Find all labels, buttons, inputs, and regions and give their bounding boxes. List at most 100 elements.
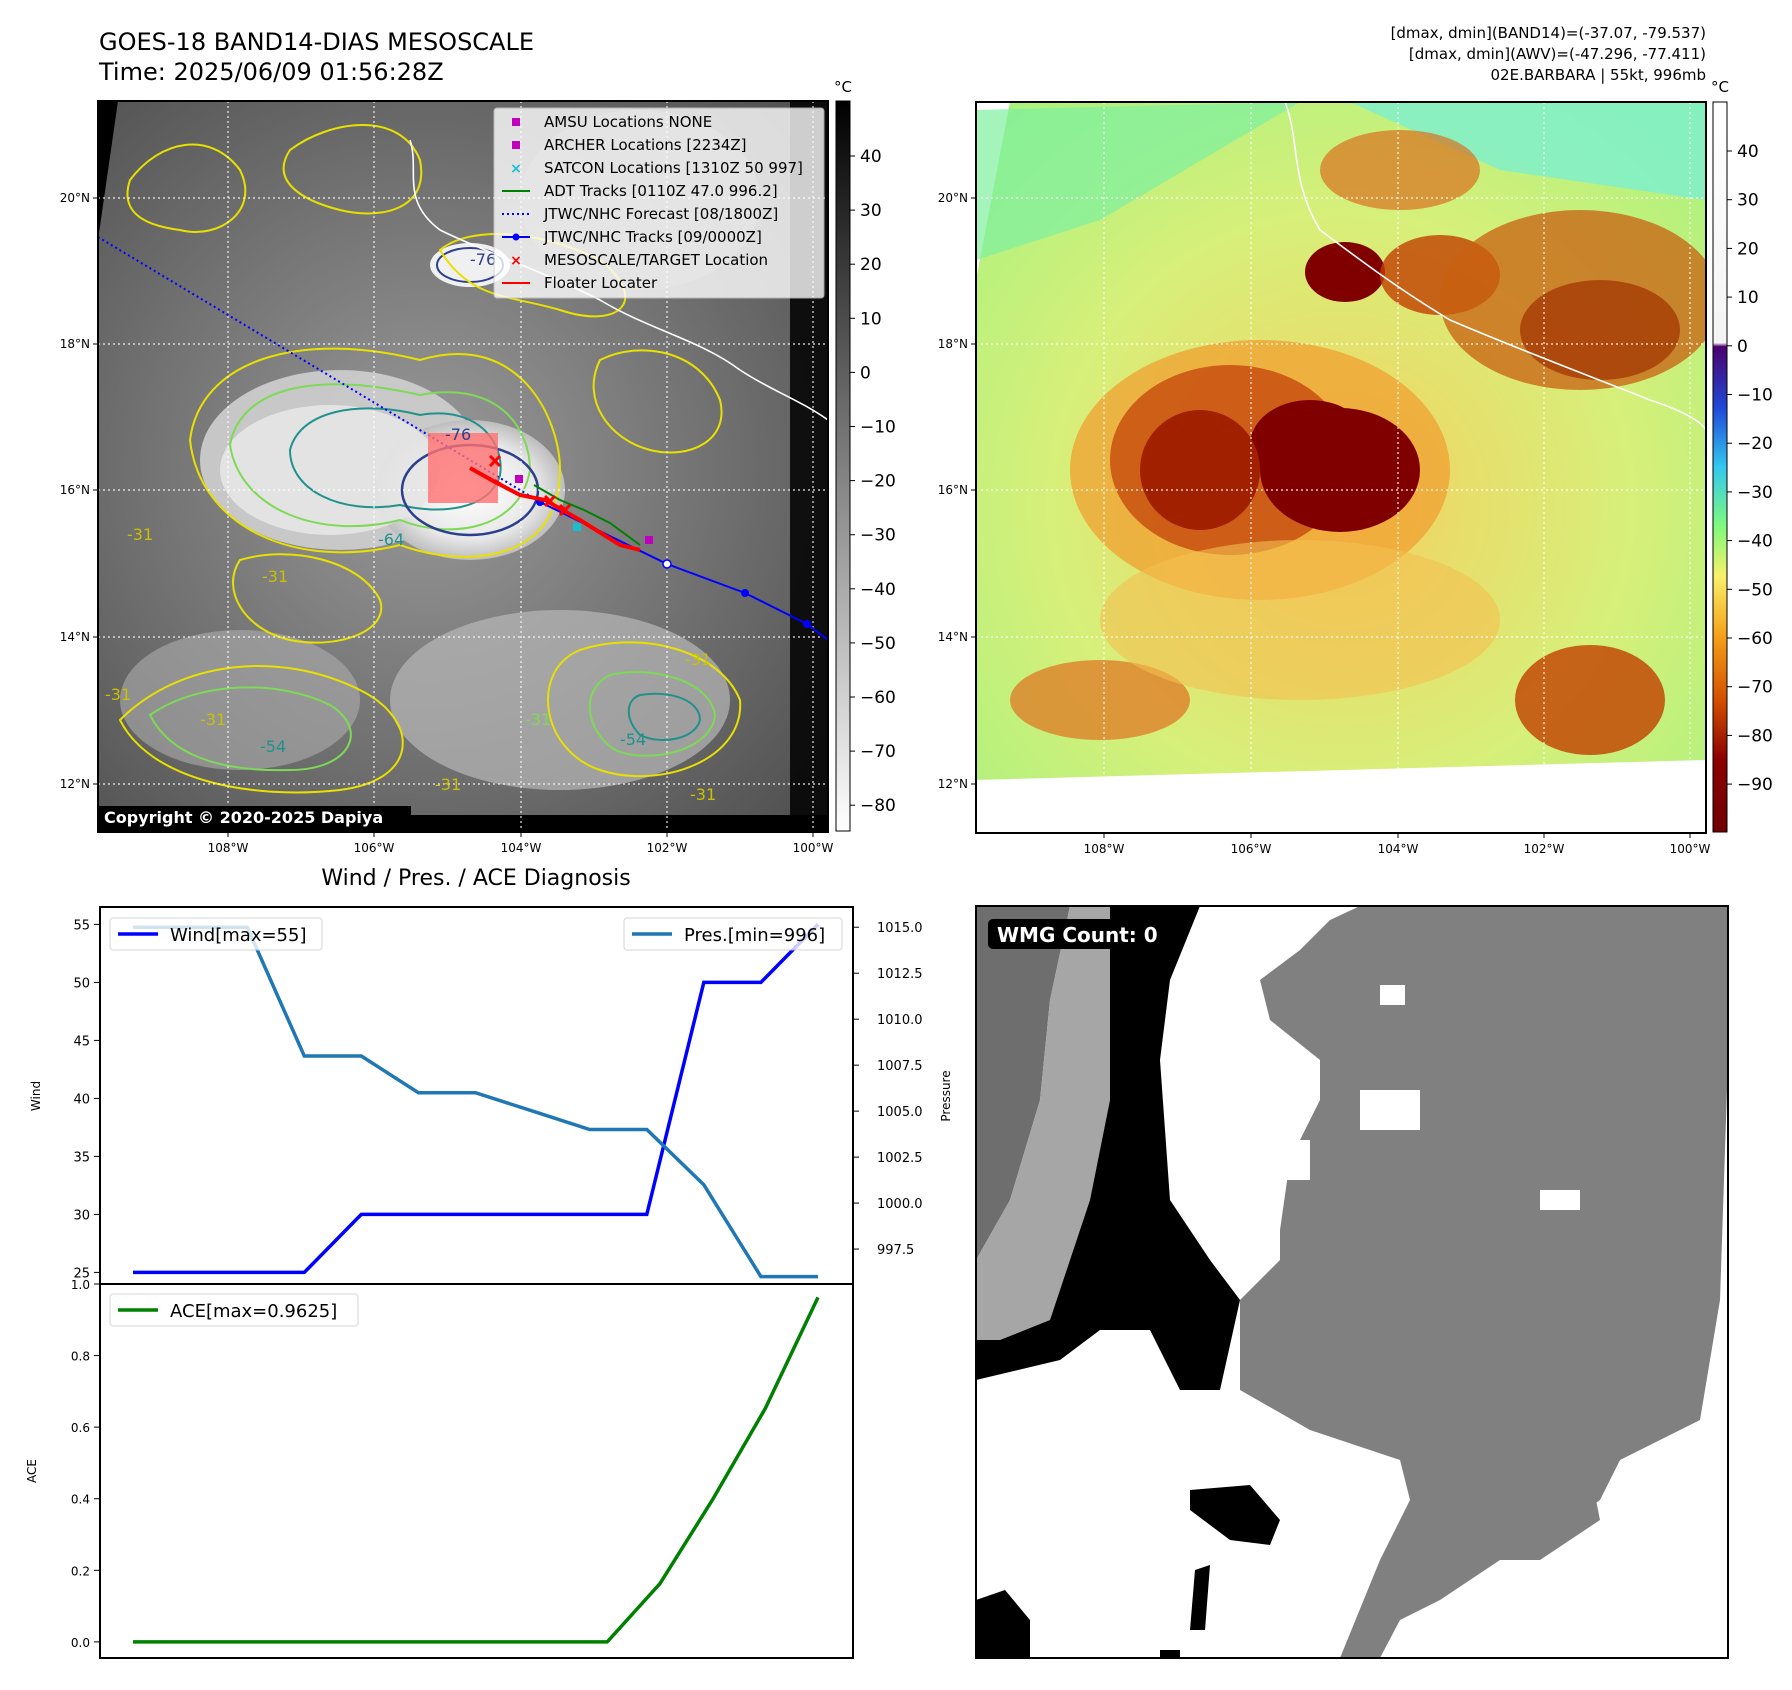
pressure-ytick-label: 1002.5: [877, 1151, 923, 1166]
svg-text:-64: -64: [378, 530, 404, 549]
legend-label: AMSU Locations NONE: [544, 113, 712, 131]
wind-ytick-label: 50: [73, 976, 90, 991]
awv-colorbar-tick-label: −10: [1737, 386, 1773, 406]
ir-colorbar-ticks: 40 30 20 10 0 −10 −20 −30 −40 −50 −60 −70 −80: [850, 147, 896, 816]
legend-label: ARCHER Locations [2234Z]: [544, 136, 747, 154]
floater-box: [428, 433, 498, 503]
legend-marker-x: ×: [510, 253, 522, 269]
figure-time: Time: 2025/06/09 01:56:28Z: [98, 58, 444, 86]
storm-info: 02E.BARBARA | 55kt, 996mb: [1491, 66, 1706, 84]
awv-colorbar-tick-label: −60: [1737, 629, 1773, 649]
legend-label: JTWC/NHC Forecast [08/1800Z]: [543, 205, 778, 223]
pressure-ytick-label: 1010.0: [877, 1013, 923, 1028]
ir-lon-label: 104°W: [501, 841, 542, 855]
ace-ytick-label: 0.0: [71, 1636, 90, 1650]
legend-label: Floater Locater: [544, 274, 658, 292]
wind-chart-frame: [99, 906, 854, 1285]
pressure-ytick-label: 1015.0: [877, 921, 923, 936]
svg-text:-31: -31: [435, 775, 461, 794]
ir-lat-label: 14°N: [60, 630, 90, 644]
legend-marker-square: [512, 118, 520, 126]
wmg-map: [976, 906, 1728, 1658]
awv-colorbar-ticks: 40 30 20 10 0 −10 −20 −30 −40 −50 −60 −70 −80 −90: [1727, 142, 1773, 795]
pressure-ylabel: Pressure: [939, 1070, 953, 1121]
awv-colorbar-tick-label: −30: [1737, 483, 1773, 503]
ir-lon-label: 102°W: [647, 841, 688, 855]
awv-colorbar-tick-label: −50: [1737, 580, 1773, 600]
ace-legend-label: ACE[max=0.9625]: [170, 1301, 337, 1322]
awv-colorbar-unit: °C: [1711, 78, 1729, 96]
awv-colorbar-tick-label: 40: [1737, 142, 1759, 162]
svg-text:-54: -54: [260, 737, 286, 756]
wind-pressure-chart: Wind Pressure 25 30 35 40 45 50 55 997.5 1000.0…: [29, 906, 953, 1285]
legend-item-3: ADT Tracks [0110Z 47.0 996.2]: [502, 182, 778, 200]
wind-ylabel: Wind: [29, 1081, 43, 1111]
satcon-markers: [573, 523, 581, 531]
pressure-ytick-label: 1007.5: [877, 1059, 923, 1074]
legend-item-7: Floater Locater: [502, 274, 658, 292]
copyright-box: [99, 806, 411, 828]
ace-yticks: 0.0 0.2 0.4 0.6 0.8 1.0: [71, 1278, 100, 1650]
ir-lon-labels: 108°W 106°W 104°W 102°W 100°W: [208, 832, 834, 855]
ir-colorbar-tick-label: −10: [860, 418, 896, 438]
awv-colorbar-tick-label: 30: [1737, 191, 1759, 211]
svg-text:-76: -76: [445, 425, 471, 444]
pressure-ytick-label: 1012.5: [877, 967, 923, 982]
legend-item-5: JTWC/NHC Tracks [09/0000Z]: [502, 228, 762, 246]
svg-text:-31: -31: [525, 710, 551, 729]
awv-map: [976, 102, 1706, 833]
legend-item-4: JTWC/NHC Forecast [08/1800Z]: [502, 205, 778, 223]
pressure-yticks: 997.5 1000.0 1002.5 1005.0 1007.5 1010.0 1012.…: [853, 921, 923, 1258]
ir-colorbar-tick-label: −60: [860, 688, 896, 708]
copyright-text: Copyright © 2020-2025 Dapiya: [104, 808, 383, 827]
ace-ytick-label: 1.0: [71, 1278, 90, 1292]
svg-text:-31: -31: [200, 710, 226, 729]
awv-lat-label: 20°N: [938, 191, 968, 205]
legend-marker-dot: [512, 233, 520, 241]
ir-lat-label: 16°N: [60, 483, 90, 497]
ace-ytick-label: 0.8: [71, 1350, 90, 1364]
awv-colorbar-tick-label: 20: [1737, 239, 1759, 259]
ir-colorbar-tick-label: 40: [860, 147, 882, 167]
ir-legend: AMSU Locations NONE ARCHER Locations [223…: [493, 107, 825, 299]
legend-label: JTWC/NHC Tracks [09/0000Z]: [543, 228, 762, 246]
ir-colorbar-tick-label: −20: [860, 472, 896, 492]
ace-legend: ACE[max=0.9625]: [109, 1293, 359, 1327]
legend-label: SATCON Locations [1310Z 50 997]: [544, 159, 803, 177]
awv-colorbar: [1712, 101, 1728, 833]
awv-lon-label: 106°W: [1231, 842, 1272, 856]
diag-title: Wind / Pres. / ACE Diagnosis: [321, 866, 630, 891]
legend-marker-square: [512, 141, 520, 149]
ir-frame: [97, 100, 829, 833]
ir-colorbar-tick-label: −40: [860, 580, 896, 600]
ir-colorbar-tick-label: 30: [860, 201, 882, 221]
wind-series-line: [133, 923, 820, 1275]
ace-ytick-label: 0.6: [71, 1421, 90, 1435]
ir-contour-labels: -76 -64 -76 -31 -31 -31 -54 -31 -31 -54 …: [105, 250, 716, 804]
pressure-legend-label: Pres.[min=996]: [684, 925, 825, 946]
wind-ytick-label: 25: [73, 1266, 90, 1281]
svg-text:-31: -31: [262, 567, 288, 586]
figure-title: GOES-18 BAND14-DIAS MESOSCALE: [99, 28, 534, 56]
ace-ytick-label: 0.4: [71, 1493, 90, 1507]
ir-colorbar-unit: °C: [834, 78, 852, 96]
svg-text:-76: -76: [470, 250, 496, 269]
wind-ytick-label: 35: [73, 1150, 90, 1165]
mesoscale-markers: [488, 454, 572, 517]
wind-ytick-label: 40: [73, 1092, 90, 1107]
ir-lat-label: 20°N: [60, 191, 90, 205]
wmg-frame: [975, 905, 1729, 1659]
awv-lon-label: 102°W: [1524, 842, 1565, 856]
awv-lon-labels: 108°W 106°W 104°W 102°W 100°W: [1084, 833, 1711, 856]
ir-lon-label: 106°W: [354, 841, 395, 855]
pressure-ytick-label: 1005.0: [877, 1105, 923, 1120]
awv-lat-label: 16°N: [938, 483, 968, 497]
legend-item-0: AMSU Locations NONE: [512, 113, 712, 131]
wmg-count-badge: [988, 919, 1168, 949]
svg-text:-31: -31: [105, 685, 131, 704]
archer-markers: [515, 475, 653, 544]
ir-colorbar-tick-label: −70: [860, 742, 896, 762]
awv-frame: [975, 101, 1707, 834]
ace-ylabel: ACE: [25, 1459, 39, 1483]
